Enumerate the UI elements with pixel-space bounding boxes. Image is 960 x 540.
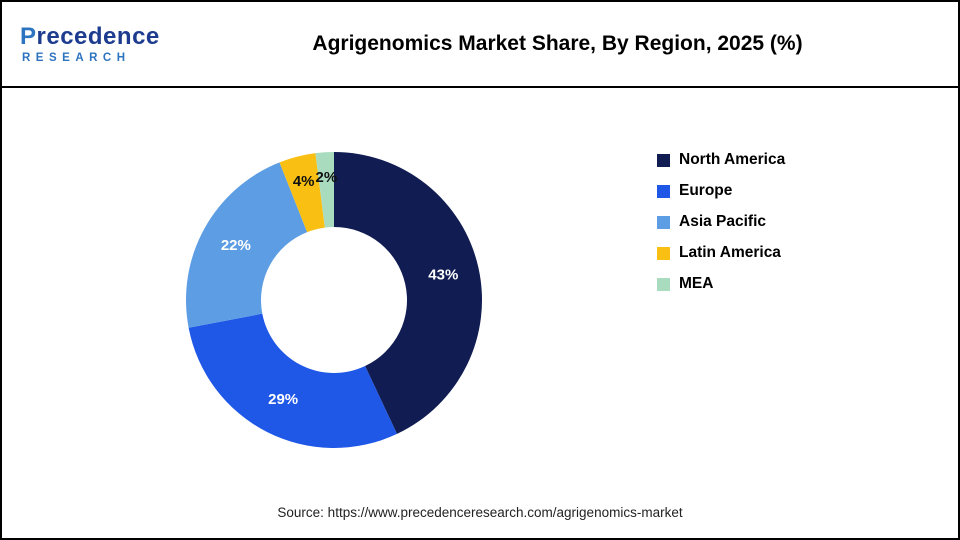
slice-value-label-latin-america: 4% [293,173,315,190]
legend-swatch-asia-pacific [657,215,670,229]
legend-swatch-latin-america [657,246,670,260]
logo-subtext: RESEARCH [22,52,131,65]
legend-swatch-europe [657,184,670,198]
legend-item-mea: MEA [657,275,785,293]
pie-slice-latin-america [279,153,325,233]
legend-label: Asia Pacific [679,213,767,230]
chart-area: 43% 29% 22% 4% 2% North America Europe Asia Pa… [2,88,958,538]
legend-item-north-america: North America [657,151,785,169]
legend-item-asia-pacific: Asia Pacific [657,213,785,231]
precedence-research-logo: Precedence RESEARCH [20,24,175,64]
legend-label: Latin America [679,244,781,261]
chart-title: Agrigenomics Market Share, By Region, 20… [312,32,803,55]
legend-swatch-mea [657,277,670,291]
slice-value-label-asia-pacific: 22% [221,237,251,254]
slice-value-label-europe: 29% [268,391,298,408]
legend-label: Europe [679,182,733,199]
legend-swatch-north-america [657,153,670,167]
header: Precedence RESEARCH Agrigenomics Market … [2,2,958,88]
legend-label: MEA [679,275,714,292]
pie-slice-asia-pacific [185,162,308,328]
legend-item-latin-america: Latin America [657,244,785,262]
legend-label: North America [679,151,786,168]
pie-slice-mea [315,152,334,228]
logo-wordmark: Precedence [20,22,160,50]
slice-value-label-mea: 2% [315,169,337,186]
donut-chart: 43% 29% 22% 4% 2% [185,152,483,448]
source-citation: Source: https://www.precedenceresearch.c… [277,505,683,520]
slice-value-label-north-america: 43% [428,267,458,284]
pie-slice-north-america [334,152,483,434]
legend-item-europe: Europe [657,182,785,200]
pie-slice-europe [188,313,398,448]
legend: North America Europe Asia Pacific Latin Ame… [657,151,785,306]
